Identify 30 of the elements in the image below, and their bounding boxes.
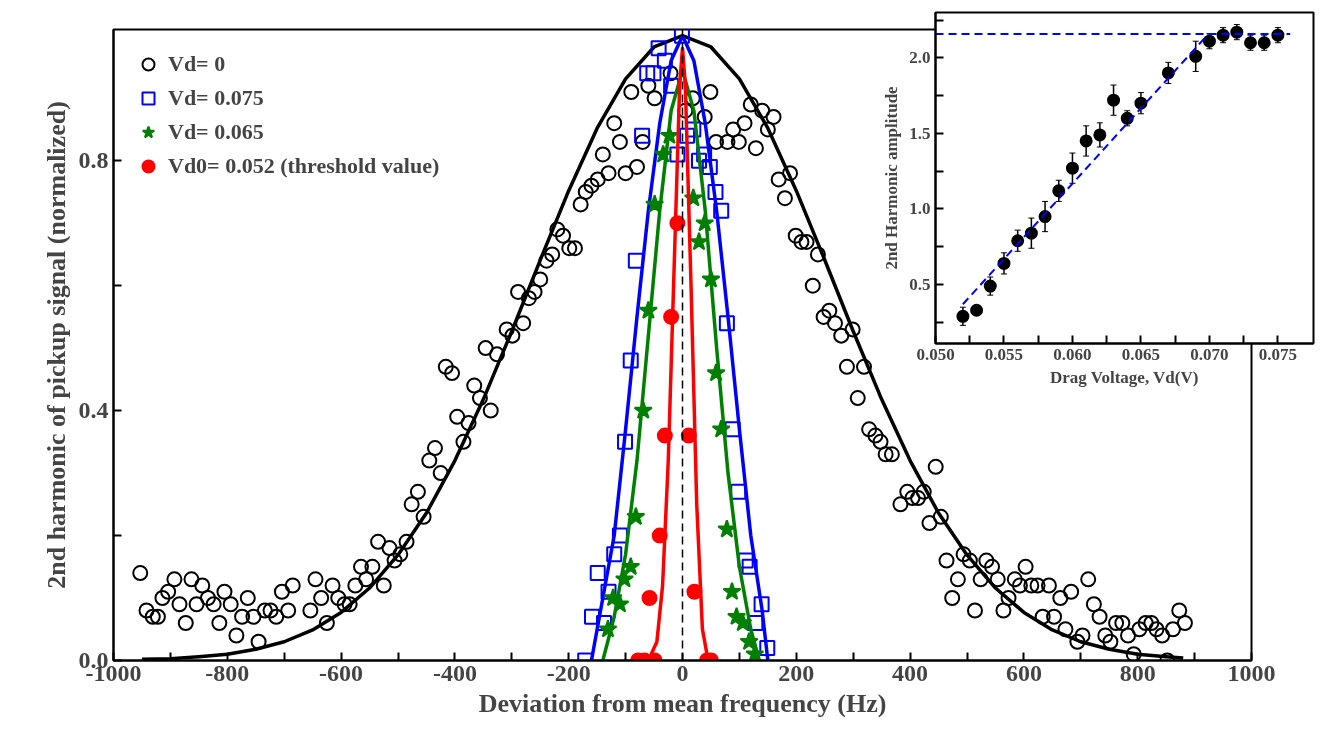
x-axis-title: Drag Voltage, Vd(V) xyxy=(1049,367,1199,387)
legend-label: Vd0= 0.052 (threshold value) xyxy=(168,153,440,179)
x-tick-label: 200 xyxy=(778,659,815,686)
x-tick-label: 0.075 xyxy=(1258,344,1298,364)
x-tick-label: 0.050 xyxy=(916,344,955,364)
y-tick-label: 0.5 xyxy=(909,275,931,295)
x-tick-label: 400 xyxy=(892,659,929,686)
x-tick-label: 0 xyxy=(676,659,689,686)
y-tick-label: 0.8 xyxy=(78,147,109,174)
y-tick-label: 2.0 xyxy=(909,48,931,68)
y-tick-label: 1.5 xyxy=(909,123,931,143)
x-tick-label: -800 xyxy=(205,659,250,686)
x-tick-label: 0.060 xyxy=(1053,344,1092,364)
legend-label: Vd= 0.075 xyxy=(168,85,264,111)
y-tick-label: 0.4 xyxy=(78,397,109,424)
x-tick-label: 800 xyxy=(1119,659,1156,686)
x-tick-label: -600 xyxy=(319,659,364,686)
legend-label: Vd= 0 xyxy=(168,51,226,77)
legend-label: Vd= 0.065 xyxy=(168,119,264,145)
y-tick-label: 1.0 xyxy=(909,199,931,219)
x-tick-label: -400 xyxy=(432,659,477,686)
y-axis-title: 2nd Harmonic amplitude xyxy=(882,85,902,270)
x-axis-title: Deviation from mean frequency (Hz) xyxy=(478,688,887,718)
x-tick-label: 0.070 xyxy=(1190,344,1229,364)
y-axis-title: 2nd harmonic of pickup signal (normalized) xyxy=(41,101,71,589)
x-tick-label: 600 xyxy=(1005,659,1042,686)
x-tick-label: 0.055 xyxy=(984,344,1024,364)
x-tick-label: 1000 xyxy=(1227,659,1276,686)
x-tick-label: 0.065 xyxy=(1121,344,1161,364)
x-tick-label: -200 xyxy=(546,659,591,686)
